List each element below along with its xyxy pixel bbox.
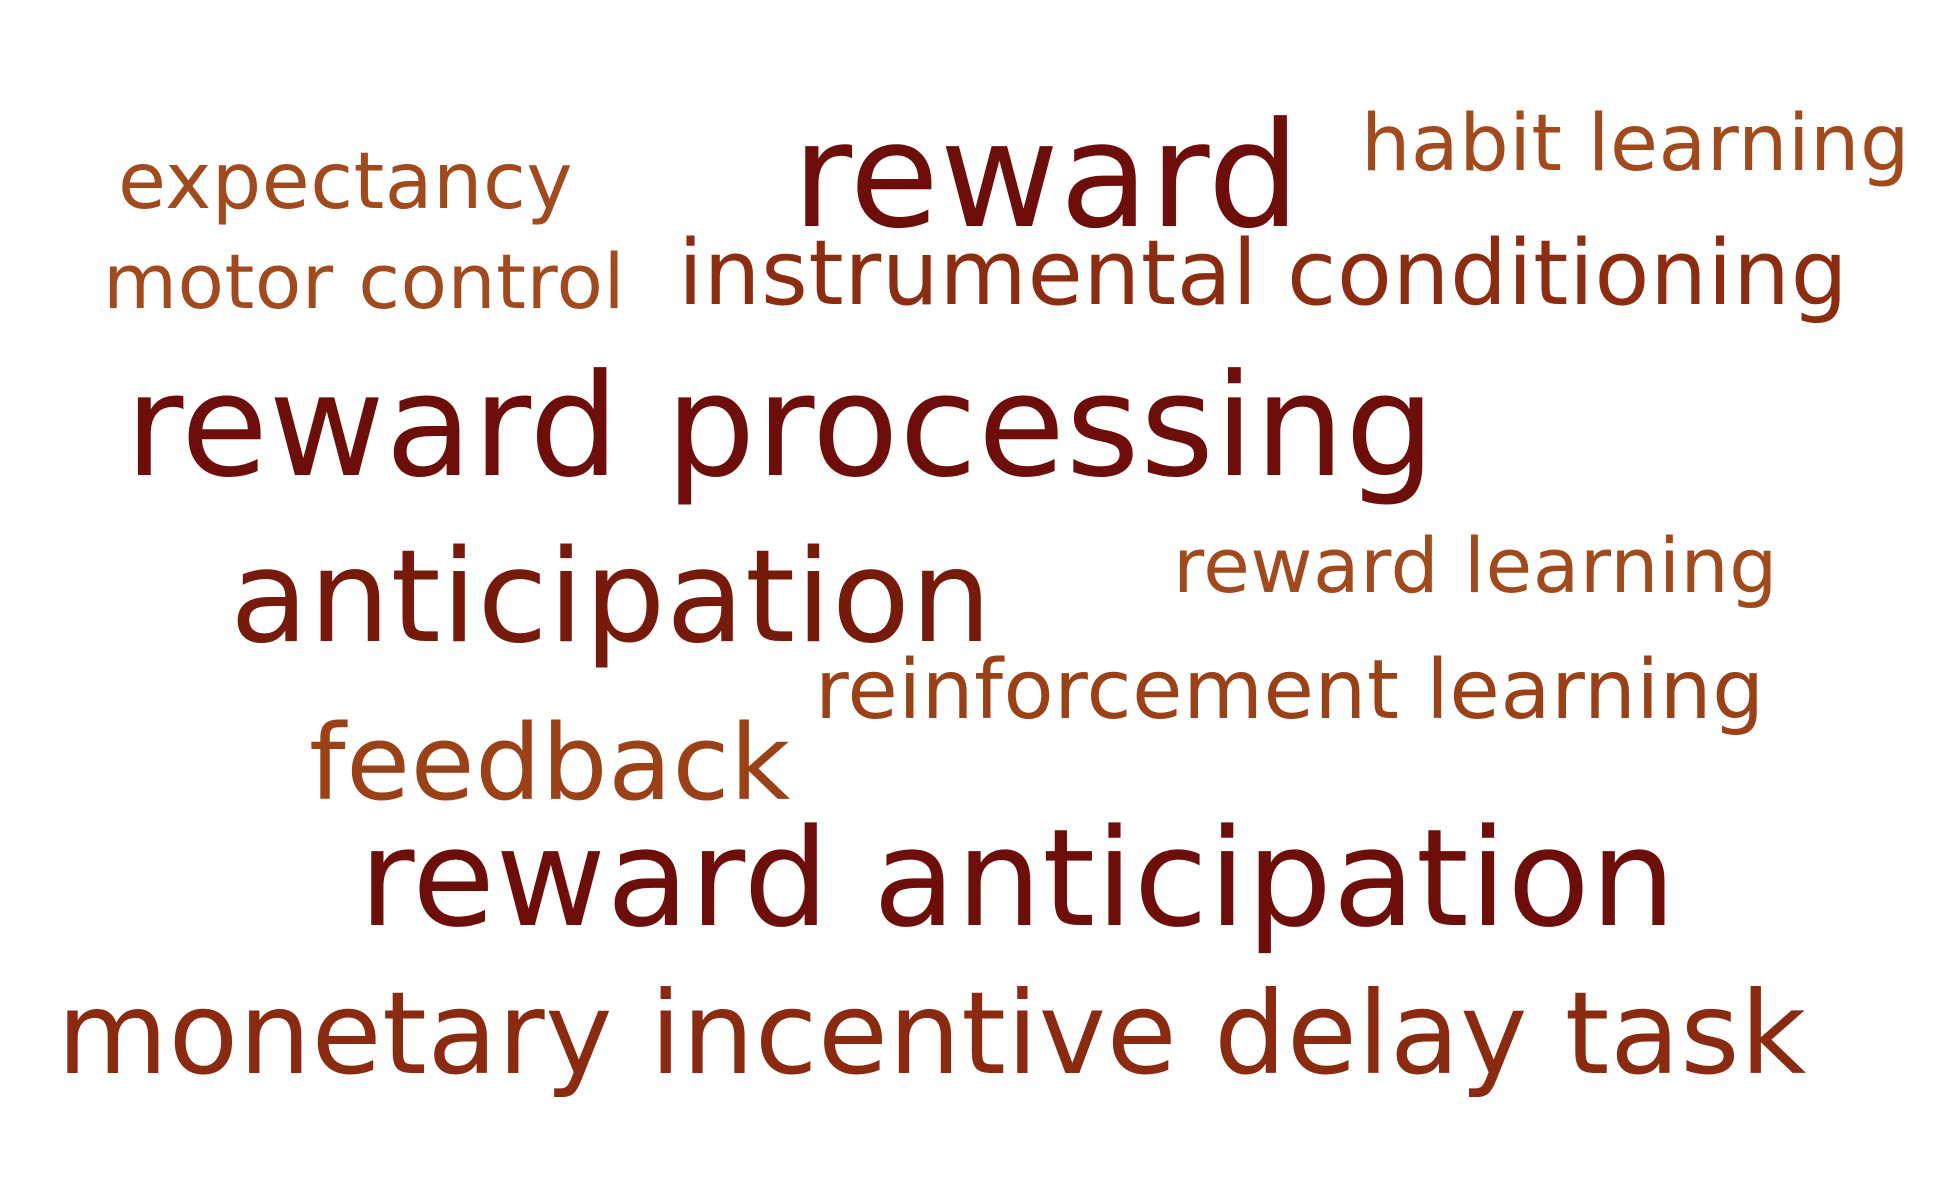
word-habit-learning: habit learning [1361,99,1911,189]
word-reward-learning: reward learning [1173,521,1778,610]
word-monetary-incentive-delay-task: monetary incentive delay task [57,967,1807,1100]
word-motor-control: motor control [103,237,626,326]
word-reward-processing: reward processing [125,344,1436,509]
word-reward: reward [792,91,1301,261]
word-anticipation: anticipation [230,523,993,672]
word-instrumental-conditioning: instrumental conditioning [678,221,1849,326]
word-reward-anticipation: reward anticipation [359,800,1677,957]
word-expectancy: expectancy [118,137,574,227]
word-reinforcement-learning: reinforcement learning [815,643,1765,738]
word-feedback: feedback [309,702,791,824]
